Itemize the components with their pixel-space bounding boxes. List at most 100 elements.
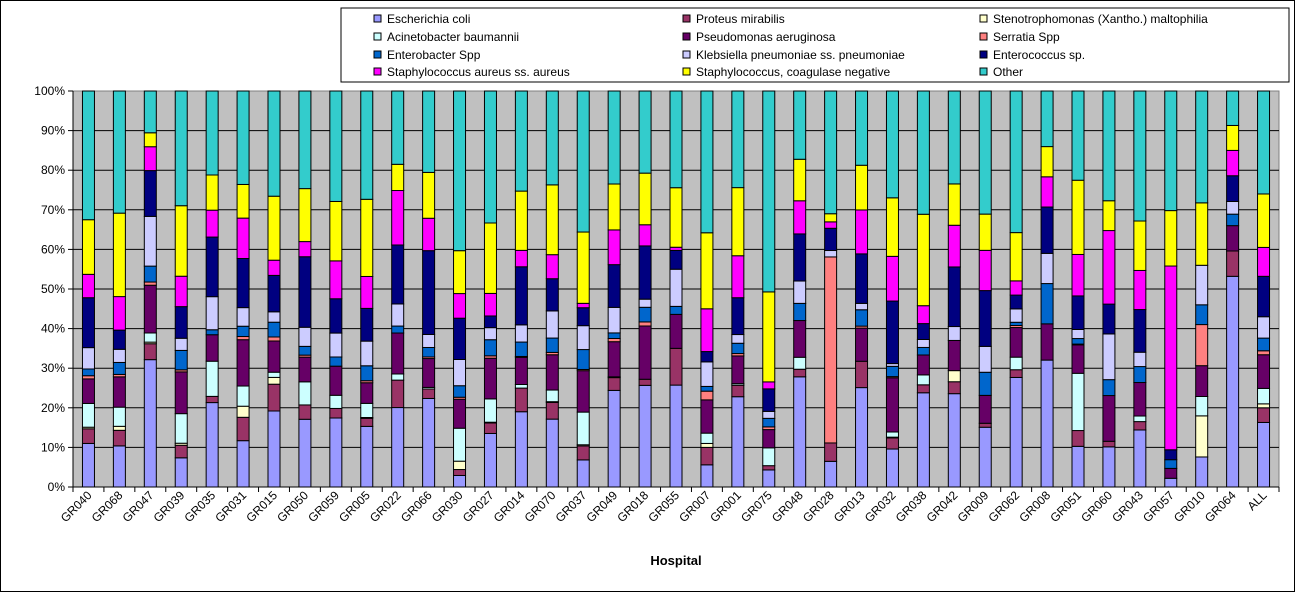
- bar-segment: [391, 379, 405, 409]
- bar-segment: [143, 90, 157, 134]
- y-tick-label: 100%: [34, 84, 65, 98]
- bar-segment: [453, 90, 467, 252]
- bar-segment: [236, 217, 250, 260]
- bar-segment: [669, 384, 683, 488]
- legend-swatch: [373, 14, 382, 23]
- bar-stack: [947, 90, 961, 488]
- bar-segment: [1257, 90, 1271, 195]
- bar-segment: [1226, 175, 1240, 202]
- bar-segment: [576, 307, 590, 327]
- bar-segment: [360, 425, 374, 488]
- bar-segment: [700, 446, 714, 466]
- bar-segment: [112, 376, 126, 408]
- bar-segment: [1071, 344, 1085, 374]
- bar-segment: [1040, 206, 1054, 254]
- bar-segment: [700, 399, 714, 434]
- y-tick-label: 80%: [41, 163, 65, 177]
- legend-box: [340, 7, 1290, 83]
- bar-segment: [824, 250, 838, 258]
- bar-segment: [143, 332, 157, 343]
- bar-segment: [885, 365, 899, 378]
- bar-segment: [1195, 264, 1209, 306]
- bar-stack: [576, 90, 590, 488]
- bar-segment: [514, 411, 528, 488]
- y-axis: 0% 10% 20% 30% 40% 50% 60% 70% 80% 90% 100%: [34, 84, 74, 494]
- bar-segment: [885, 197, 899, 257]
- legend-label: Other: [993, 65, 1023, 79]
- bar-segment: [514, 190, 528, 251]
- bar-segment: [916, 90, 930, 215]
- bar-segment: [298, 188, 312, 243]
- bar-segment: [391, 244, 405, 305]
- bar-segment: [1226, 213, 1240, 227]
- bar-segment: [174, 275, 188, 308]
- bar-segment: [422, 90, 436, 173]
- bar-segment: [298, 326, 312, 347]
- bar-segment: [947, 183, 961, 226]
- bar-segment: [731, 396, 745, 488]
- bar-segment: [669, 313, 683, 349]
- bar-segment: [545, 310, 559, 339]
- bar-segment: [731, 90, 745, 189]
- bar-stack: [329, 90, 343, 488]
- bar-stack: [483, 90, 497, 488]
- bar-segment: [236, 325, 250, 338]
- bar-segment: [298, 404, 312, 420]
- bar-segment: [1164, 459, 1178, 469]
- legend-label: Staphylococcus aureus ss. aureus: [387, 65, 570, 79]
- bar-segment: [731, 255, 745, 299]
- bar-segment: [638, 298, 652, 308]
- bar-segment: [638, 325, 652, 380]
- bar-segment: [978, 249, 992, 292]
- bar-stack: [1195, 90, 1209, 488]
- bar-segment: [205, 329, 219, 336]
- bar-segment: [1257, 354, 1271, 389]
- bar-segment: [700, 232, 714, 310]
- bar-segment: [1040, 146, 1054, 178]
- bar-segment: [360, 417, 374, 427]
- bar-segment: [1040, 252, 1054, 285]
- bar-segment: [483, 90, 497, 224]
- bar-segment: [360, 307, 374, 342]
- bar-segment: [453, 317, 467, 361]
- bar-segment: [1257, 421, 1271, 488]
- bar-segment: [1071, 295, 1085, 330]
- bar-segment: [298, 381, 312, 406]
- bar-stack: [236, 90, 250, 488]
- bar-segment: [81, 368, 95, 377]
- legend-swatch: [682, 14, 691, 23]
- bar-stack: [298, 90, 312, 488]
- bar-segment: [360, 382, 374, 404]
- bar-segment: [855, 360, 869, 389]
- legend-swatch: [682, 32, 691, 41]
- bar-segment: [453, 385, 467, 398]
- bar-segment: [885, 300, 899, 365]
- bar-segment: [1009, 356, 1023, 371]
- legend-label: Escherichia coli: [387, 12, 470, 26]
- bar-segment: [700, 308, 714, 353]
- bar-segment: [576, 90, 590, 233]
- bar-segment: [422, 358, 436, 388]
- bar-segment: [1133, 421, 1147, 431]
- bar-segment: [81, 347, 95, 370]
- bar-segment: [916, 384, 930, 394]
- bar-segment: [576, 231, 590, 304]
- y-tick-label: 0%: [48, 480, 66, 494]
- bar-segment: [885, 377, 899, 433]
- bar-segment: [545, 418, 559, 488]
- legend-swatch: [979, 32, 988, 41]
- bar-segment: [81, 402, 95, 428]
- bar-segment: [1102, 333, 1116, 381]
- bar-segment: [607, 229, 621, 266]
- bar-stack: [607, 90, 621, 488]
- legend-label: Enterobacter Spp: [387, 48, 481, 62]
- legend-label: Pseudomonas aeruginosa: [696, 30, 836, 44]
- bar-segment: [236, 416, 250, 442]
- bar-segment: [762, 429, 776, 449]
- bar-segment: [700, 385, 714, 392]
- bar-segment: [422, 388, 436, 399]
- bar-segment: [947, 266, 961, 328]
- bar-segment: [1071, 179, 1085, 255]
- bar-stack: [112, 90, 126, 488]
- legend-swatch: [373, 32, 382, 41]
